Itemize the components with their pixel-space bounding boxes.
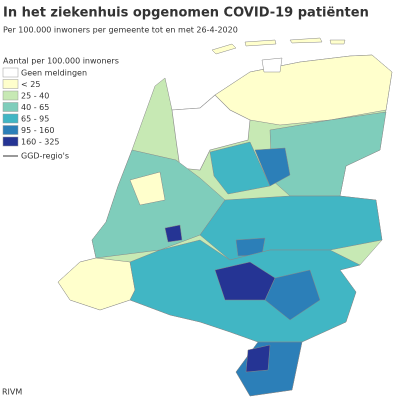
legend-title: Aantal per 100.000 inwoners <box>3 57 119 66</box>
zwolle-area <box>254 147 291 187</box>
legend-label: 25 - 40 <box>21 92 49 101</box>
no-report-area <box>261 57 283 73</box>
legend-swatch <box>2 125 19 135</box>
region-line-label: GGD-regio's <box>21 152 69 161</box>
legend-swatch <box>2 67 19 78</box>
legend-label: 40 - 65 <box>21 103 49 112</box>
zeeland <box>57 257 136 311</box>
source: RIVM <box>2 388 22 397</box>
legend-swatch <box>2 136 19 147</box>
legend-label: 160 - 325 <box>21 138 60 147</box>
legend-label: < 25 <box>21 80 40 89</box>
legend-label: 95 - 160 <box>21 126 54 135</box>
legend-swatch <box>2 90 19 101</box>
legend-swatch <box>2 102 19 112</box>
legend-label: Geen meldingen <box>21 69 87 78</box>
legend-swatch <box>2 79 19 89</box>
amsterdam-area <box>129 171 166 206</box>
legend: Geen meldingen < 25 25 - 40 40 - 65 65 - 95 9… <box>2 67 87 147</box>
hotspot-4 <box>264 269 321 321</box>
wadden-islands <box>211 37 346 55</box>
hotspot-1 <box>164 224 183 243</box>
hotspot-5 <box>245 344 271 373</box>
flevoland <box>209 141 271 195</box>
legend-swatch <box>2 113 19 124</box>
lake <box>171 94 251 171</box>
title: In het ziekenhuis opgenomen COVID-19 pat… <box>3 6 369 21</box>
subtitle: Per 100.000 inwoners per gemeente tot en… <box>3 26 238 35</box>
map <box>57 37 393 397</box>
east-region <box>269 111 387 197</box>
legend-label: 65 - 95 <box>21 115 49 124</box>
